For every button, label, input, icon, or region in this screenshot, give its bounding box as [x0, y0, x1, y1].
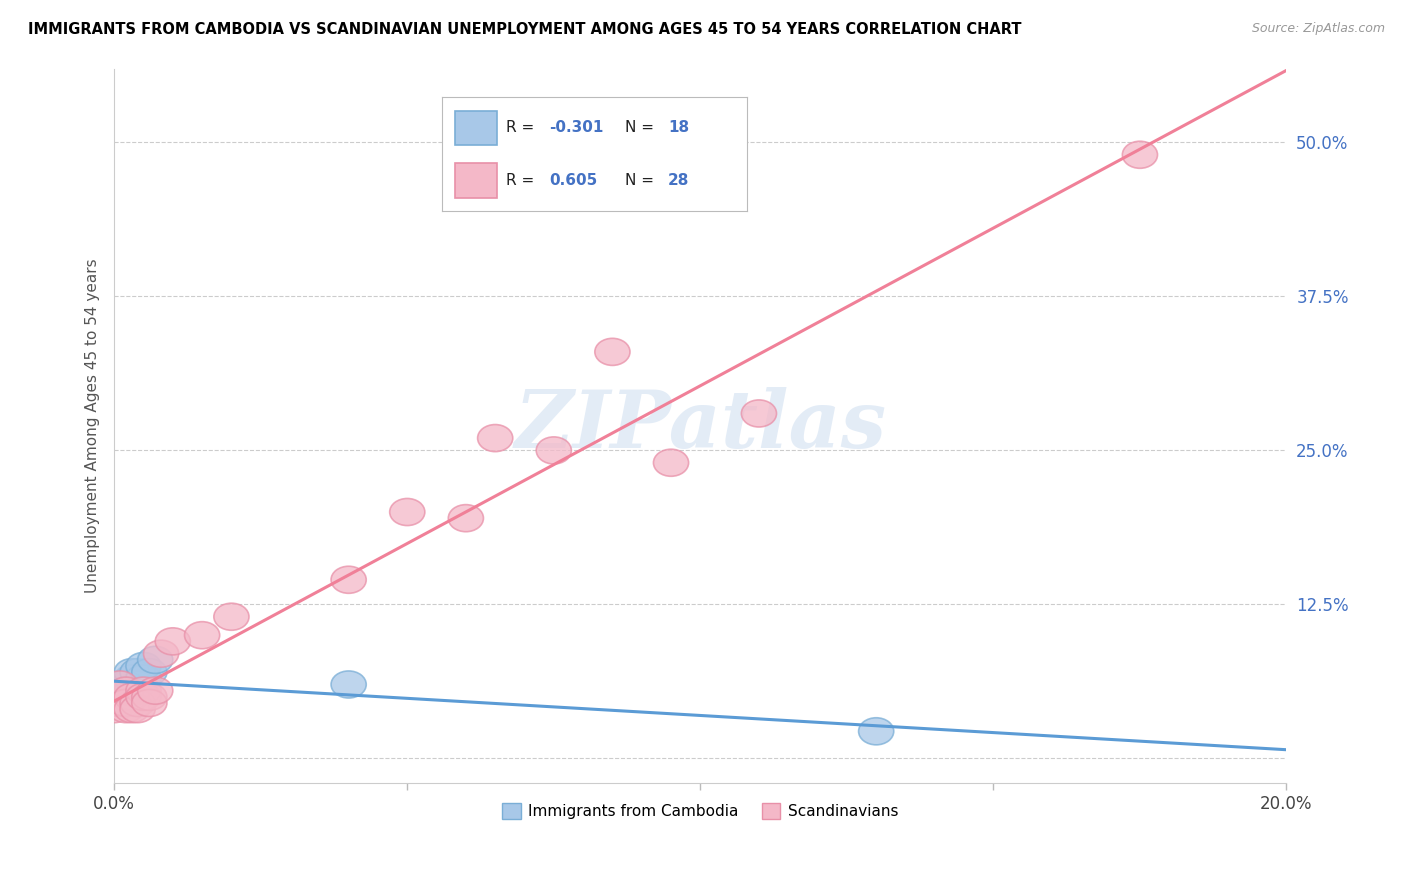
Legend: Immigrants from Cambodia, Scandinavians: Immigrants from Cambodia, Scandinavians — [496, 797, 904, 825]
Text: IMMIGRANTS FROM CAMBODIA VS SCANDINAVIAN UNEMPLOYMENT AMONG AGES 45 TO 54 YEARS : IMMIGRANTS FROM CAMBODIA VS SCANDINAVIAN… — [28, 22, 1022, 37]
Y-axis label: Unemployment Among Ages 45 to 54 years: Unemployment Among Ages 45 to 54 years — [86, 259, 100, 593]
Text: ZIPatlas: ZIPatlas — [515, 387, 886, 465]
Text: Source: ZipAtlas.com: Source: ZipAtlas.com — [1251, 22, 1385, 36]
